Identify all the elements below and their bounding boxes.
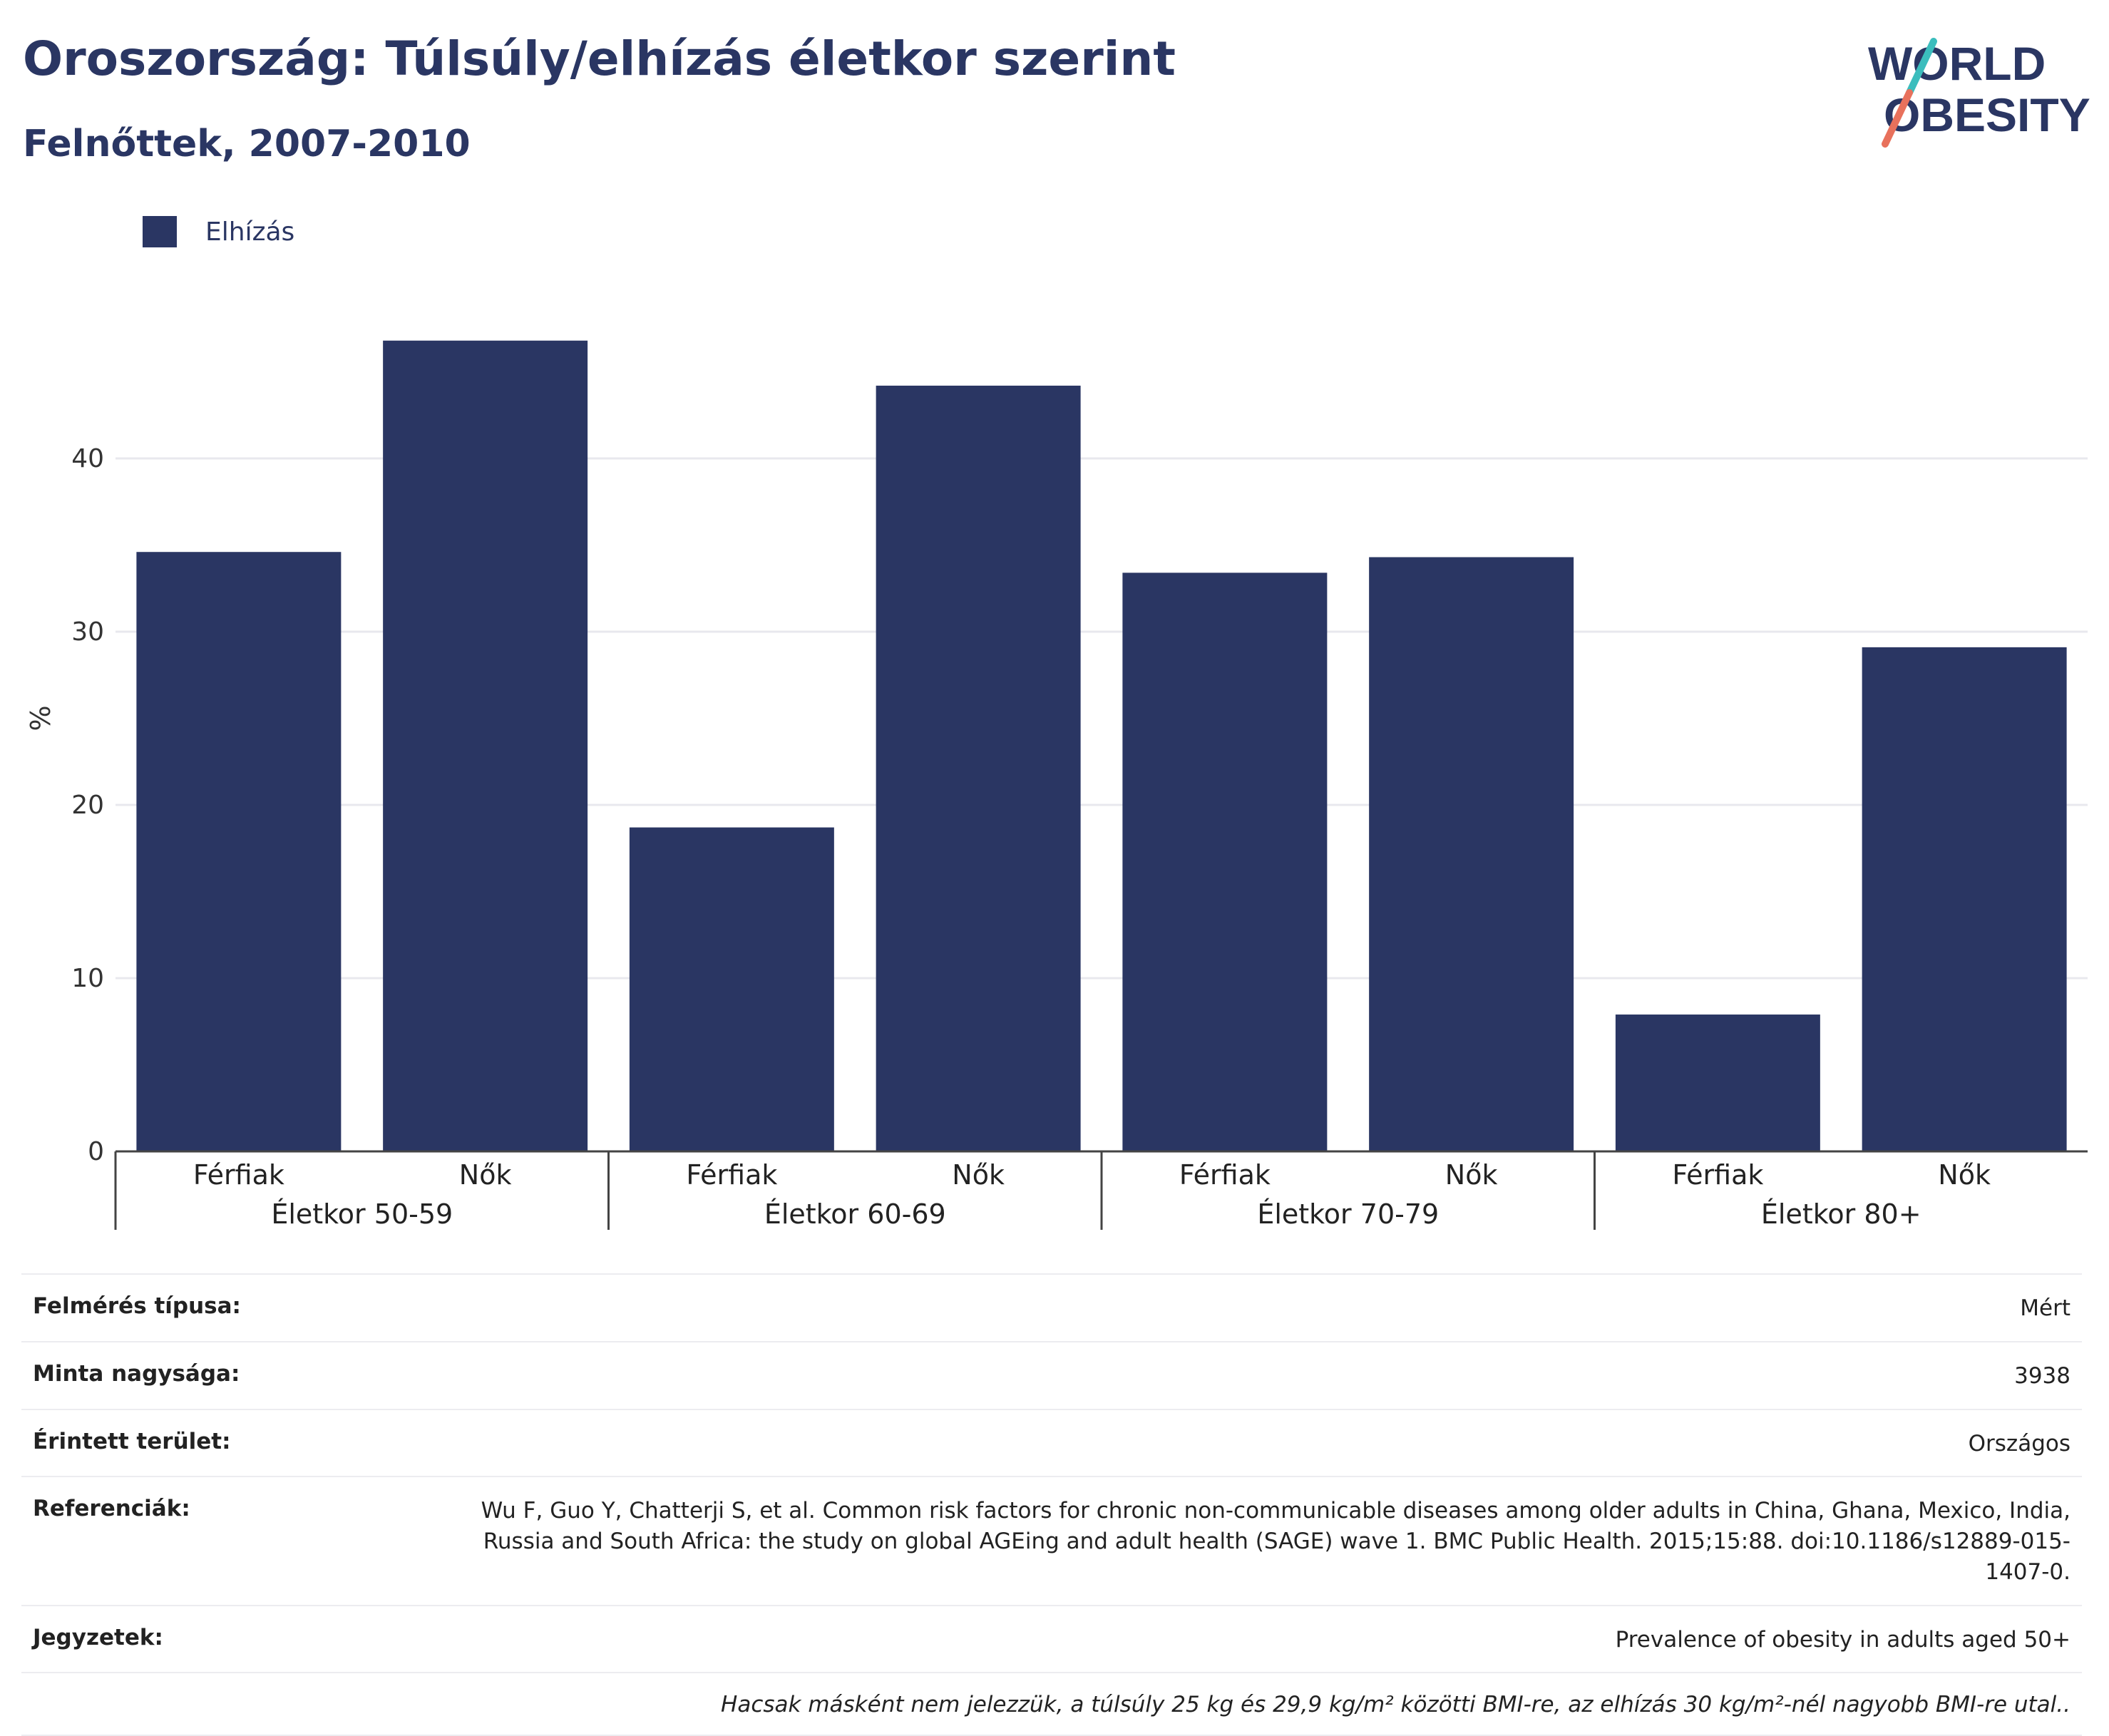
x-group-label: Életkor 70-79 [1257, 1198, 1439, 1230]
bar-1-nok [383, 340, 588, 1151]
legend-swatch-elhizas [143, 216, 177, 247]
info-row-survey-type: Felmérés típusa: Mért [21, 1273, 2082, 1341]
y-tick-label-30: 30 [71, 617, 104, 647]
x-category-label: Férfiak [1672, 1159, 1763, 1191]
bar-2-nok [876, 385, 1081, 1152]
info-label-references: Referenciák: [33, 1496, 190, 1522]
bar-4-nok [1862, 647, 2067, 1151]
bar-1-ferfiak [136, 552, 342, 1151]
info-label-survey-type: Felmérés típusa: [33, 1293, 241, 1319]
y-tick-label-40: 40 [71, 444, 104, 473]
info-value-survey-type: Mért [2020, 1295, 2070, 1321]
x-category-label: Férfiak [1179, 1159, 1271, 1191]
definition-footnote: Hacsak másként nem jelezzük, a túlsúly 2… [21, 1672, 2082, 1736]
info-row-sample-size: Minta nagysága: 3938 [21, 1340, 2082, 1409]
info-value-sample-size: 3938 [2014, 1362, 2070, 1389]
logo-slash-teal [1906, 38, 1937, 96]
logo-text-line1: WORLD [1868, 37, 2046, 90]
logo-slash-coral [1882, 89, 1913, 148]
info-value-references: Wu F, Guo Y, Chatterji S, et al. Common … [481, 1498, 2070, 1585]
chart-title: Oroszország: Túlsúly/elhízás életkor sze… [23, 31, 1176, 86]
x-group-label: Életkor 80+ [1761, 1198, 1921, 1230]
info-table: Felmérés típusa: Mért Minta nagysága: 39… [21, 1273, 2082, 1736]
x-category-label: Nők [1938, 1159, 1991, 1191]
bar-3-ferfiak [1122, 572, 1328, 1151]
info-label-area: Érintett terület: [33, 1428, 231, 1454]
info-row-references: Referenciák: Wu F, Guo Y, Chatterji S, e… [21, 1476, 2082, 1604]
info-label-sample-size: Minta nagysága: [33, 1360, 240, 1387]
info-row-notes: Jegyzetek: Prevalence of obesity in adul… [21, 1604, 2082, 1673]
y-tick-label-10: 10 [71, 964, 104, 993]
world-obesity-logo: WORLD OBESITY [1868, 37, 2090, 148]
info-label-notes: Jegyzetek: [33, 1624, 163, 1650]
info-value-area: Országos [1968, 1430, 2070, 1457]
y-axis-label: % [25, 705, 56, 731]
y-tick-label-0: 0 [88, 1137, 104, 1166]
x-category-label: Férfiak [193, 1159, 284, 1191]
x-group-label: Életkor 50-59 [271, 1198, 453, 1230]
x-category-label: Nők [1445, 1159, 1498, 1191]
chart-legend[interactable]: Elhízás [143, 214, 294, 250]
x-category-label: Férfiak [686, 1159, 777, 1191]
bar-3-nok [1369, 557, 1574, 1151]
bar-2-ferfiak [629, 827, 834, 1151]
info-row-area: Érintett terület: Országos [21, 1408, 2082, 1476]
x-category-label: Nők [459, 1159, 512, 1191]
bar-4-ferfiak [1615, 1015, 1820, 1151]
x-category-label: Nők [952, 1159, 1005, 1191]
chart-subtitle: Felnőttek, 2007-2010 [23, 123, 471, 165]
logo-text-line2: OBESITY [1884, 88, 2090, 141]
y-tick-label-20: 20 [71, 791, 104, 820]
x-group-label: Életkor 60-69 [764, 1198, 946, 1230]
info-value-notes: Prevalence of obesity in adults aged 50+ [1615, 1626, 2070, 1653]
legend-label-elhizas: Elhízás [205, 217, 295, 247]
